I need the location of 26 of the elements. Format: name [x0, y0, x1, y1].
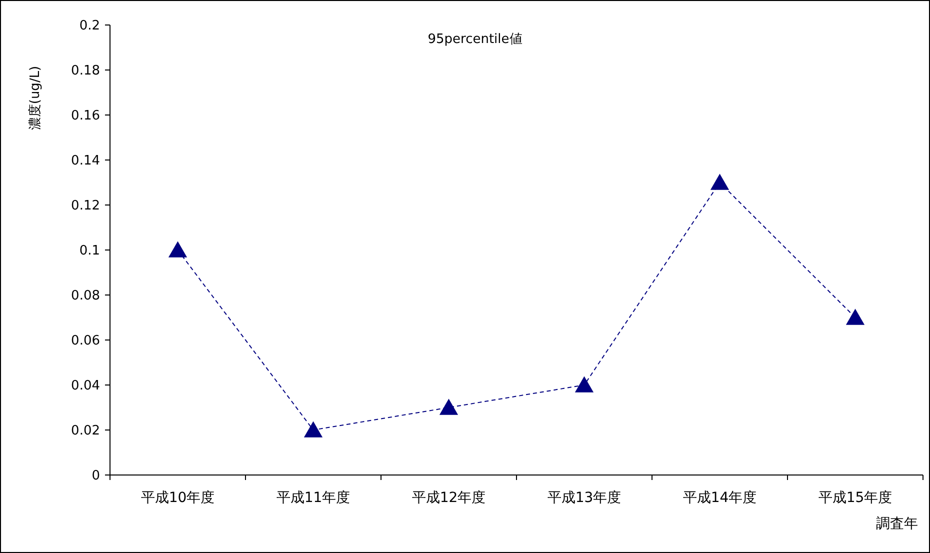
point: [710, 174, 730, 190]
point: [168, 241, 188, 258]
point: [846, 308, 865, 325]
y-tick-label: 0.06: [71, 334, 100, 349]
y-tick-label: 0: [92, 468, 100, 484]
point: [439, 398, 458, 415]
x-tick-label: 平成14年度: [682, 490, 757, 506]
y-tick-label: 0.04: [71, 378, 100, 394]
y-tick-label: 0.08: [71, 288, 100, 304]
x-tick-label: 平成13年度: [547, 490, 622, 506]
y-tick-label: 0.02: [71, 424, 100, 439]
point: [574, 376, 594, 392]
y-tick-label: 0.2: [79, 18, 100, 34]
text: 95percentile値: [428, 32, 522, 47]
x-axis-title: 調査年: [876, 516, 918, 532]
y-tick-label: 0.14: [71, 154, 100, 169]
y-tick-label: 0.1: [79, 244, 100, 259]
x-tick-label: 平成10年度: [140, 490, 215, 506]
x-tick-label: 平成15年度: [818, 490, 892, 506]
y-tick-label: 0.18: [71, 64, 100, 79]
point: [304, 421, 323, 438]
x-tick-label: 平成11年度: [276, 490, 350, 506]
y-axis-title: 濃度(ug/L): [27, 66, 43, 130]
y-tick-label: 0.16: [71, 108, 100, 124]
y-tick-label: 0.12: [71, 198, 100, 214]
x-tick-label: 平成12年度: [412, 490, 486, 506]
